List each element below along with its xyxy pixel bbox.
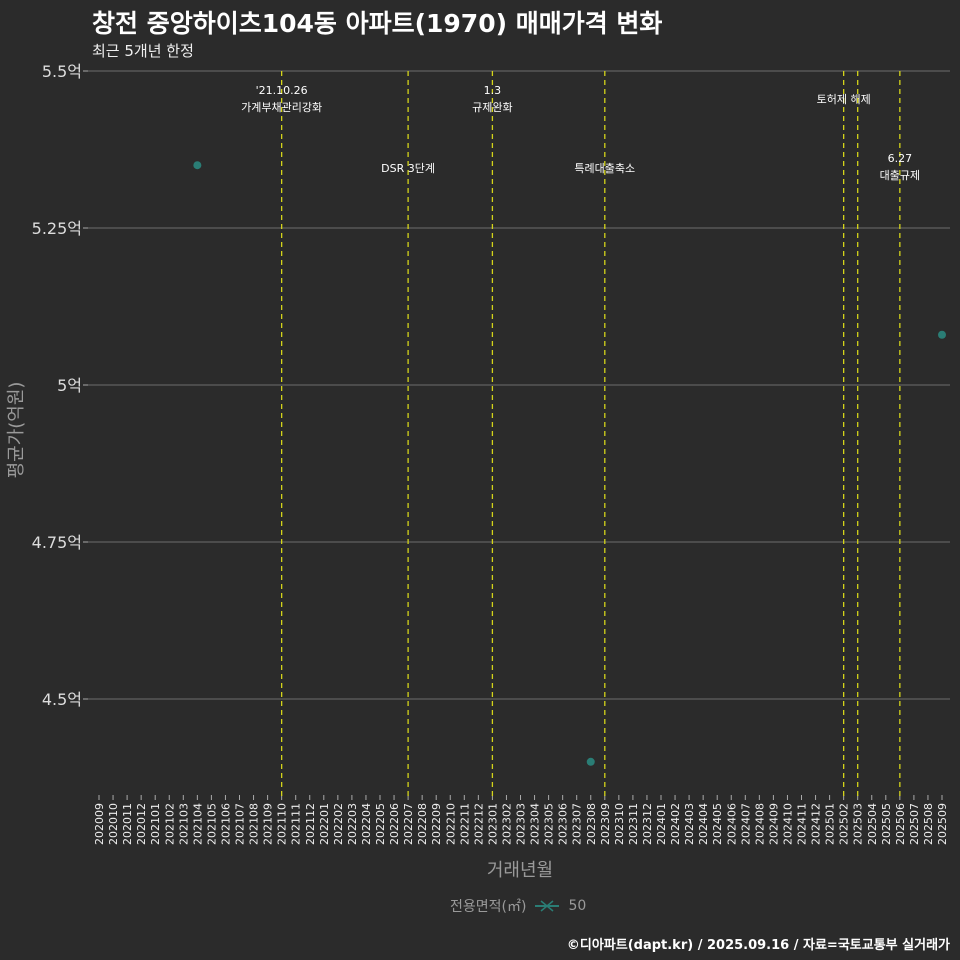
x-tick-label: 202406	[725, 803, 738, 845]
x-tick-label: 202112	[304, 803, 317, 845]
x-tick-label: 202212	[472, 803, 485, 845]
x-tick-label: 202205	[374, 803, 387, 845]
x-tick-label: 202203	[346, 803, 359, 845]
x-tick-label: 202309	[599, 803, 612, 845]
x-tick-label: 202412	[810, 803, 823, 845]
legend-key-icon	[535, 900, 560, 912]
y-axis-title: 평균가(억원)	[6, 382, 27, 479]
x-tick-label: 202403	[683, 803, 696, 845]
x-tick-label: 202410	[781, 803, 794, 845]
data-point	[938, 330, 946, 339]
x-tick-label: 202409	[767, 803, 780, 845]
x-tick-label: 202401	[655, 803, 668, 845]
x-axis-title: 거래년월	[487, 860, 553, 881]
x-tick-label: 202211	[458, 803, 471, 845]
x-tick-label: 202306	[557, 803, 570, 845]
x-tick-label: 202509	[936, 803, 949, 845]
y-tick-label: 5억	[57, 376, 82, 395]
annotation-label: 가계부채관리강화	[241, 101, 322, 114]
x-tick-label: 202404	[697, 803, 710, 845]
x-tick-label: 202402	[669, 803, 682, 845]
x-tick-label: 202104	[191, 803, 204, 845]
x-tick-label: 202305	[543, 803, 556, 845]
y-tick-label: 5.25억	[32, 219, 82, 238]
x-tick-label: 202010	[107, 803, 120, 845]
x-tick-label: 202411	[796, 803, 809, 845]
x-tick-label: 202501	[824, 803, 837, 845]
x-tick-label: 202504	[866, 803, 879, 845]
x-tick-label: 202308	[585, 803, 598, 845]
x-tick-label: 202407	[739, 803, 752, 845]
annotation-label: 1.3	[484, 84, 502, 97]
x-tick-label: 202508	[922, 803, 935, 845]
annotation-label: 특례대출축소	[574, 162, 635, 175]
x-tick-label: 202201	[318, 803, 331, 845]
x-tick-label: 202109	[262, 803, 275, 845]
x-tick-label: 202303	[515, 803, 528, 845]
x-tick-label: 202408	[753, 803, 766, 845]
x-tick-label: 202307	[571, 803, 584, 845]
chart-subtitle: 최근 5개년 한정	[92, 42, 194, 60]
x-tick-label: 202107	[234, 803, 247, 845]
annotation-label: 토허제 해제	[817, 92, 871, 106]
caption: ©디아파트(dapt.kr) / 2025.09.16 / 자료=국토교통부 실…	[566, 938, 950, 953]
annotation-label: 대출규제	[880, 169, 920, 182]
x-tick-label: 202108	[248, 803, 261, 845]
x-tick-label: 202503	[852, 803, 865, 845]
x-tick-label: 202204	[360, 803, 373, 845]
x-tick-label: 202011	[121, 803, 134, 845]
data-point	[193, 161, 202, 170]
annotation-label: DSR 3단계	[381, 162, 435, 175]
annotation-label: '21.10.26	[256, 84, 308, 97]
legend-entry-50: 50	[568, 898, 587, 914]
x-tick-label: 202103	[177, 803, 190, 845]
x-tick-label: 202202	[332, 803, 345, 845]
annotation-label: 6.27	[888, 152, 913, 165]
x-tick-label: 202304	[529, 803, 542, 845]
data-point	[586, 757, 595, 766]
x-tick-label: 202312	[641, 803, 654, 845]
y-tick-label: 4.75억	[32, 533, 82, 552]
x-tick-label: 202506	[894, 803, 907, 845]
x-tick-label: 202207	[402, 803, 415, 845]
legend-title: 전용면적(㎡)	[450, 899, 527, 915]
x-tick-label: 202105	[205, 803, 218, 845]
x-tick-label: 202502	[838, 803, 851, 845]
x-tick-label: 202311	[627, 803, 640, 845]
x-tick-label: 202106	[219, 803, 232, 845]
x-tick-label: 202206	[388, 803, 401, 845]
chart-title: 창전 중앙하이츠104동 아파트(1970) 매매가격 변화	[92, 9, 663, 38]
x-tick-label: 202209	[430, 803, 443, 845]
x-tick-label: 202301	[486, 803, 499, 845]
x-tick-label: 202101	[149, 803, 162, 845]
x-tick-label: 202210	[444, 803, 457, 845]
x-tick-label: 202012	[135, 803, 148, 845]
x-tick-label: 202009	[93, 803, 106, 845]
x-tick-label: 202110	[276, 803, 289, 845]
legend: 전용면적(㎡) 50	[450, 896, 586, 916]
annotation-label: 규제완화	[472, 101, 512, 114]
x-tick-label: 202507	[908, 803, 921, 845]
x-tick-label: 202302	[500, 803, 513, 845]
x-tick-label: 202405	[711, 803, 724, 845]
x-tick-label: 202310	[613, 803, 626, 845]
x-tick-label: 202505	[880, 803, 893, 845]
y-tick-label: 4.5억	[42, 690, 82, 709]
x-tick-label: 202102	[163, 803, 176, 845]
y-tick-label: 5.5억	[42, 62, 82, 81]
x-tick-label: 202208	[416, 803, 429, 845]
x-tick-label: 202111	[290, 803, 303, 845]
